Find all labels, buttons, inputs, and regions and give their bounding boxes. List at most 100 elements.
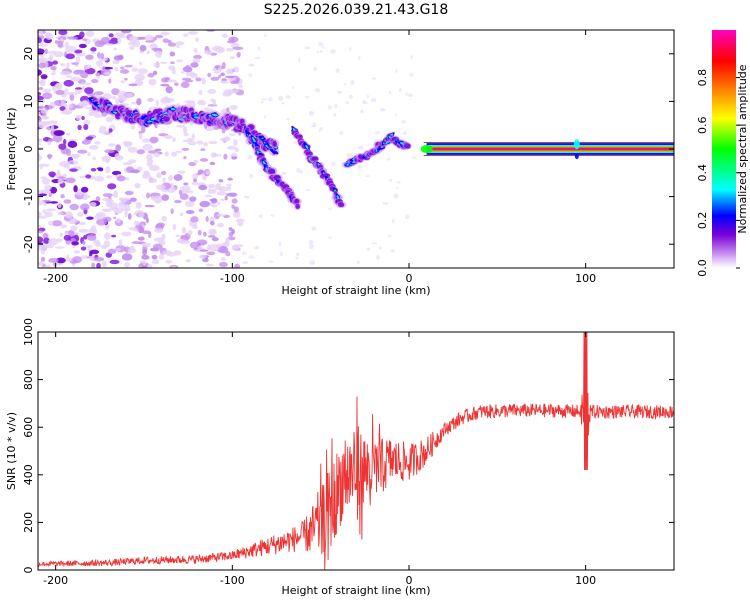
spectrogram-blob — [362, 99, 366, 104]
spectrogram-blob — [161, 194, 170, 201]
spectrogram-blob — [38, 200, 45, 206]
spectrogram-blob — [190, 62, 199, 68]
spectrogram-blob — [153, 62, 161, 68]
spectrogram-blob — [386, 157, 391, 161]
spectrogram-blob — [38, 216, 47, 219]
spectrogram-blob — [108, 78, 112, 84]
spectrogram-blob — [136, 166, 143, 172]
spectrogram-blob — [41, 115, 50, 120]
snr-xlabel: Height of straight line (km) — [281, 584, 430, 597]
spectrogram-blob — [78, 43, 87, 49]
spectrogram-blob — [193, 247, 198, 251]
spectrogram-blob — [124, 190, 134, 196]
spectrogram-blob — [48, 154, 52, 160]
spectrogram-blob — [89, 201, 97, 207]
spectrogram-blob — [38, 87, 44, 91]
spectrogram-blob — [186, 190, 194, 194]
spectrogram-blob — [162, 38, 169, 43]
spectrogram-blob — [162, 115, 170, 122]
spectrogram-blob — [57, 169, 61, 175]
spectrogram-blob — [281, 171, 287, 176]
spectrogram-blob — [365, 174, 370, 178]
spectrogram-blob — [67, 91, 77, 96]
spectrogram-blob — [125, 92, 133, 98]
spectrogram-blob — [395, 69, 398, 74]
spectrogram-blob — [233, 139, 238, 146]
spectrogram-blob — [147, 263, 153, 268]
spectrogram-blob — [96, 52, 101, 59]
spectrogram-blob — [149, 136, 159, 144]
spectrogram-blob — [171, 265, 176, 268]
spectrogram-blob — [129, 45, 135, 50]
spectrogram-xtick-label: 0 — [406, 272, 413, 285]
spectrogram-blob — [395, 113, 398, 117]
spectrogram-blob — [44, 48, 48, 55]
spectrogram-blob — [94, 214, 104, 220]
spectrogram-blob — [268, 260, 274, 263]
spectrogram-blob — [101, 198, 112, 201]
spectrogram-blob — [210, 76, 220, 81]
spectrogram-blob — [63, 79, 74, 87]
spectrogram-blob — [116, 217, 121, 224]
spectrogram-blob — [152, 70, 158, 76]
spectrogram-blob — [66, 254, 70, 262]
spectrogram-blob — [192, 58, 201, 64]
spectrogram-blob — [191, 133, 196, 139]
spectrogram-blob — [158, 253, 165, 260]
spectrogram-blob — [113, 55, 123, 61]
spectrogram-blob — [94, 40, 105, 48]
spectrogram-blob — [137, 236, 145, 241]
spectrogram-blob — [48, 238, 59, 246]
spectrogram-blob — [190, 72, 198, 79]
spectrogram-blob — [41, 177, 51, 185]
spectrogram-blob — [136, 149, 146, 155]
spectrogram-blob — [207, 88, 217, 95]
spectrogram-blob — [141, 173, 152, 179]
spectrogram-blob — [141, 265, 147, 268]
spectrogram-blob — [181, 147, 190, 151]
spectrogram-blob — [229, 133, 237, 136]
spectrogram-blob — [127, 213, 132, 220]
spectrogram-blob — [345, 101, 350, 104]
spectrogram-blob — [40, 189, 52, 195]
spectrogram-blob — [177, 170, 186, 174]
spectrogram-blob — [83, 234, 88, 240]
spectrogram-blob — [108, 33, 114, 38]
colorbar-tick-label: 0.2 — [696, 212, 709, 230]
spectrogram-blob — [121, 253, 133, 261]
spectrogram-blob — [142, 230, 151, 235]
spectrogram-blob — [102, 66, 106, 73]
spectrogram-blob — [335, 68, 340, 74]
spectrogram-blob — [81, 139, 91, 145]
spectrogram-blob — [210, 188, 217, 194]
spectrogram-blob — [156, 222, 166, 228]
spectrogram-blob — [220, 72, 226, 77]
spectrogram-blob — [175, 124, 186, 128]
spectrogram-blob — [228, 89, 239, 94]
spectrogram-blob — [131, 67, 139, 72]
spectrogram-blob — [103, 208, 110, 212]
spectrogram-blob — [38, 57, 48, 64]
spectrogram-blob — [50, 66, 57, 71]
spectrogram-blob — [47, 140, 52, 146]
spectrogram-blob — [169, 51, 176, 57]
spectrogram-blob — [134, 73, 146, 82]
spectrogram-blob — [95, 241, 101, 248]
spectrogram-blob — [174, 199, 182, 204]
spectrogram-blob — [85, 54, 94, 60]
colorbar-tick-label: 0.6 — [696, 116, 709, 134]
spectrogram-blob — [85, 245, 93, 249]
spectrogram-blob — [41, 199, 52, 203]
spectrogram-blob — [60, 63, 66, 67]
spectrogram-blob — [391, 219, 395, 224]
spectrogram-blob — [333, 112, 337, 117]
spectrogram-blob — [286, 118, 290, 121]
spectrogram-blob — [69, 94, 75, 102]
spectrogram-blob — [39, 163, 50, 167]
spectrogram-blob — [38, 111, 41, 116]
spectrogram-blob — [203, 142, 209, 147]
spectrogram-blob — [92, 157, 96, 160]
spectrogram-blob — [220, 80, 229, 84]
spectrogram-blob — [181, 71, 185, 74]
